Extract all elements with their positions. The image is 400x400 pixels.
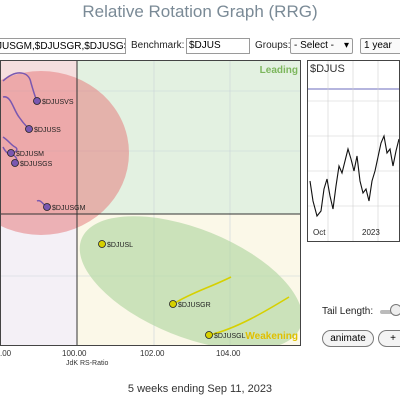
x-axis-label: JdK RS-Ratio (66, 360, 109, 367)
benchmark-mini-chart: $DJUS (307, 60, 400, 242)
point-label: $DJUSM (16, 151, 44, 158)
point-label: $DJUSGR (178, 302, 211, 309)
rrg-chart[interactable]: $DJUSVS $DJUSS $DJUSM $DJUSGS $DJUSGM $D… (0, 60, 301, 346)
weakening-label: Weakening (245, 331, 298, 342)
point-djusm[interactable] (7, 149, 15, 157)
chevron-down-icon: ▾ (343, 40, 349, 51)
x-tick: 102.00 (140, 349, 165, 358)
leading-label: Leading (260, 65, 298, 76)
tickers-input[interactable]: JUSGM,$DJUSGR,$DJUSGS (0, 38, 126, 54)
groups-label: Groups: (255, 40, 291, 51)
point-label: $DJUSGL (214, 333, 246, 340)
point-djusgs[interactable] (11, 159, 19, 167)
groups-select-value: - Select - (294, 40, 335, 51)
date-range-caption: 5 weeks ending Sep 11, 2023 (127, 383, 273, 395)
mini-chart-svg (308, 61, 399, 241)
weakening-ellipse (79, 216, 300, 345)
x-tick: 104.00 (216, 349, 241, 358)
point-djusgl[interactable] (205, 331, 213, 339)
quadrant-improving (1, 214, 77, 345)
mini-price-line (309, 134, 399, 218)
rrg-points (7, 97, 213, 339)
period-select[interactable]: 1 year (360, 38, 400, 54)
mini-x-tick: 2023 (362, 228, 380, 237)
groups-select[interactable]: - Select - ▾ (290, 38, 353, 54)
point-djusl[interactable] (98, 240, 106, 248)
rrg-chart-svg: $DJUSVS $DJUSS $DJUSM $DJUSGS $DJUSGM $D… (1, 61, 300, 345)
point-label: $DJUSL (107, 242, 133, 249)
yellow-tails (174, 276, 290, 336)
point-djuss[interactable] (25, 125, 33, 133)
point-label: $DJUSS (34, 127, 61, 134)
point-label: $DJUSGM (52, 205, 86, 212)
benchmark-input[interactable]: $DJUS (186, 38, 250, 54)
lagging-ellipse (1, 71, 129, 235)
tail-length-label: Tail Length: (322, 306, 374, 317)
benchmark-label: Benchmark: (131, 40, 185, 51)
x-tick: 100.00 (62, 349, 87, 358)
point-djusgr[interactable] (169, 300, 177, 308)
period-select-value: 1 year (364, 40, 392, 51)
tail-length-handle[interactable] (390, 304, 400, 316)
plus-button[interactable]: + (378, 330, 400, 347)
mini-x-tick: Oct (313, 228, 326, 237)
point-djusgm[interactable] (43, 203, 51, 211)
x-tick: .00 (0, 349, 12, 358)
point-djusvs[interactable] (33, 97, 41, 105)
page-title: Relative Rotation Graph (RRG) (82, 2, 318, 21)
point-label: $DJUSVS (42, 99, 74, 106)
point-label: $DJUSGS (20, 161, 53, 168)
animate-button[interactable]: animate (322, 330, 374, 347)
mini-chart-title: $DJUS (310, 63, 345, 75)
